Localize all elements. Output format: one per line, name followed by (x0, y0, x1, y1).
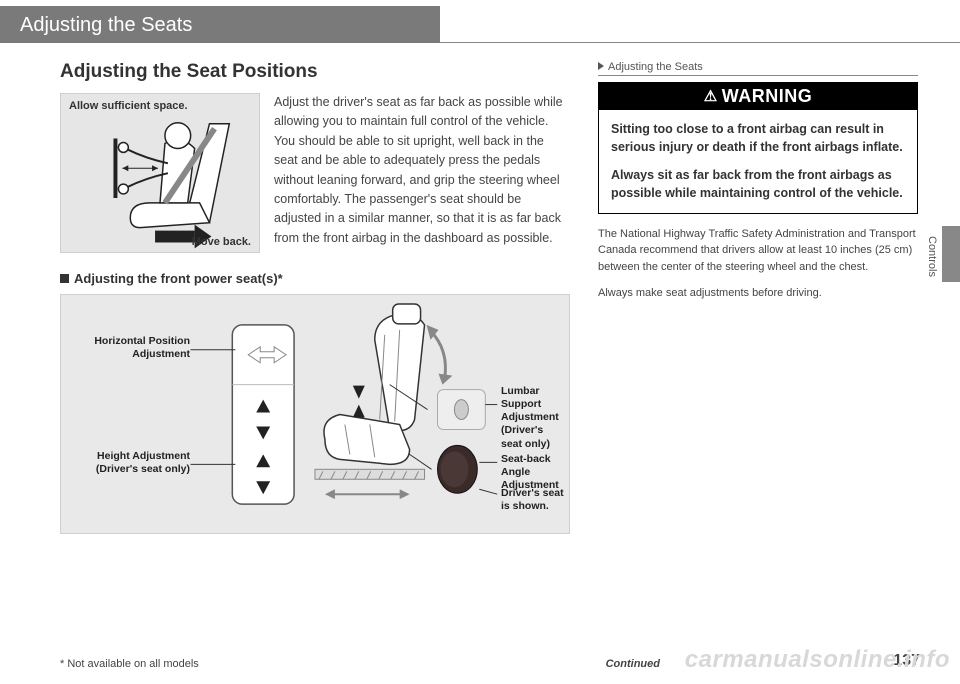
sidebar-column: Adjusting the Seats WARNING Sitting too … (598, 61, 918, 534)
note-paragraph-1: The National Highway Traffic Safety Admi… (598, 226, 918, 276)
header-rule (440, 42, 960, 43)
callout-height: Height Adjustment (Driver's seat only) (75, 450, 190, 476)
figure-power-seat: Horizontal Position Adjustment Height Ad… (60, 294, 570, 534)
thumb-tab (942, 226, 960, 282)
warning-title: WARNING (599, 83, 917, 110)
reference-heading-text: Adjusting the Seats (608, 61, 703, 73)
continued-label: Continued (606, 658, 660, 670)
section-title: Adjusting the Seat Positions (60, 61, 570, 83)
figure-label-moveback: Move back. (192, 236, 251, 248)
page-number: 137 (893, 652, 920, 670)
callout-shown: Driver's seat is shown. (501, 487, 565, 513)
side-section-label: Controls (926, 236, 938, 277)
page-footer: * Not available on all models Continued … (60, 658, 920, 670)
warning-paragraph-1: Sitting too close to a front airbag can … (611, 120, 905, 156)
subsection-heading-text: Adjusting the front power seat(s) (74, 271, 278, 286)
chapter-header: Adjusting the Seats (0, 6, 440, 43)
warning-paragraph-2: Always sit as far back from the front ai… (611, 166, 905, 202)
triangle-icon (598, 62, 604, 70)
warning-title-text: WARNING (722, 86, 813, 106)
main-column: Adjusting the Seat Positions (60, 61, 570, 534)
footnote-marker: * (278, 271, 283, 286)
warning-box: WARNING Sitting too close to a front air… (598, 82, 918, 214)
callout-lumbar: Lumbar Support Adjustment (Driver's seat… (501, 385, 565, 451)
bullet-square-icon (60, 274, 69, 283)
figure-seat-position: Allow sufficient space. Move back. (60, 93, 260, 253)
subsection-heading: Adjusting the front power seat(s)* (60, 271, 570, 286)
callout-horizontal: Horizontal Position Adjustment (75, 335, 190, 361)
warning-icon (704, 86, 722, 106)
note-paragraph-2: Always make seat adjustments before driv… (598, 285, 918, 302)
figure-label-space: Allow sufficient space. (69, 100, 188, 112)
footnote-text: * Not available on all models (60, 658, 199, 670)
intro-paragraph: Adjust the driver's seat as far back as … (274, 93, 570, 253)
reference-heading: Adjusting the Seats (598, 61, 918, 76)
